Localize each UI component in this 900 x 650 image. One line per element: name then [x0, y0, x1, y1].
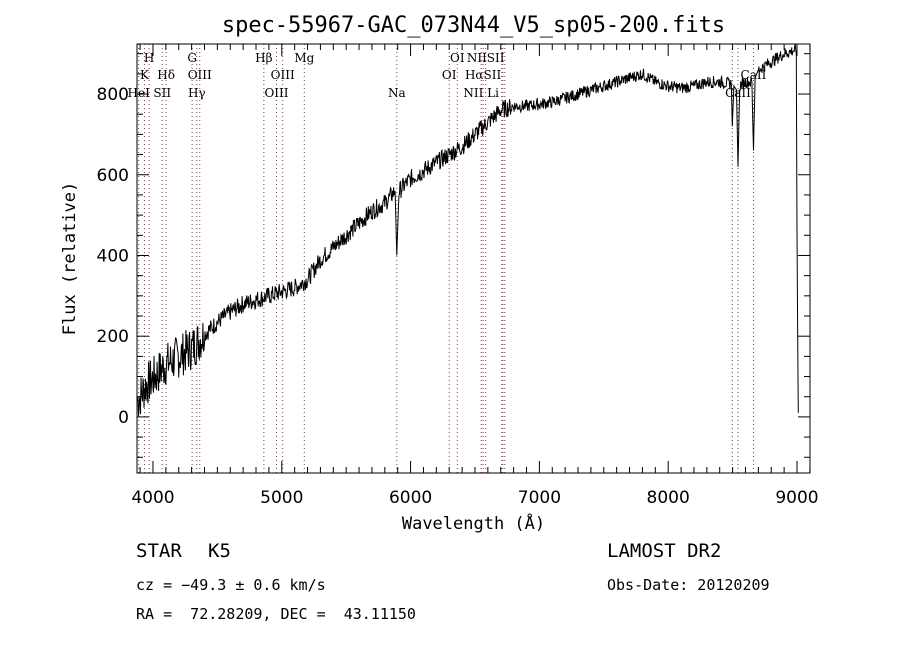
- line-label: Hγ: [188, 86, 206, 100]
- line-label: OI: [450, 51, 465, 65]
- y-tick-label: 400: [97, 246, 129, 266]
- obs-date: Obs-Date: 20120209: [607, 576, 770, 594]
- line-label: Mg: [294, 51, 314, 65]
- x-tick-label: 7000: [518, 488, 561, 508]
- x-tick-label: 4000: [131, 488, 174, 508]
- spectrum-line: [137, 43, 799, 417]
- chart-title: spec-55967-GAC_073N44_V5_sp05-200.fits: [222, 13, 725, 38]
- line-label: NII Li: [463, 86, 499, 100]
- x-axis-label: Wavelength (Å): [402, 512, 545, 534]
- x-tick-label: 6000: [389, 488, 432, 508]
- y-tick-label: 600: [97, 166, 129, 186]
- redshift-velocity: cz = −49.3 ± 0.6 km/s: [136, 576, 326, 594]
- line-label: OIII: [271, 68, 295, 82]
- line-label: OIII: [264, 86, 288, 100]
- survey-name: LAMOST DR2: [607, 540, 722, 562]
- line-label: Hδ: [157, 68, 175, 82]
- x-tick-label: 5000: [260, 488, 303, 508]
- line-label: NIISII: [467, 51, 505, 65]
- line-label: H: [144, 51, 154, 65]
- x-tick-label: 8000: [647, 488, 690, 508]
- line-label: OI: [442, 68, 457, 82]
- line-label: CaII: [725, 86, 751, 100]
- line-label: Na: [388, 86, 406, 100]
- y-tick-label: 0: [118, 408, 129, 428]
- line-label: G: [187, 51, 197, 65]
- x-tick-label: 9000: [775, 488, 818, 508]
- line-label: OIII: [188, 68, 212, 82]
- line-label: CaII: [741, 68, 767, 82]
- plot-frame: [136, 43, 811, 474]
- line-label: HαSII: [465, 68, 502, 82]
- object-class: STAR: [136, 540, 182, 562]
- line-label: K: [140, 68, 150, 82]
- coordinates: RA = 72.28209, DEC = 43.11150: [136, 605, 416, 623]
- object-subclass: K5: [208, 540, 231, 562]
- line-label: Hβ: [255, 51, 272, 65]
- y-tick-label: 800: [97, 85, 129, 105]
- line-label: HeI: [128, 86, 151, 100]
- y-axis-label: Flux (relative): [60, 182, 80, 336]
- y-tick-label: 200: [97, 327, 129, 347]
- line-label: SII: [153, 86, 171, 100]
